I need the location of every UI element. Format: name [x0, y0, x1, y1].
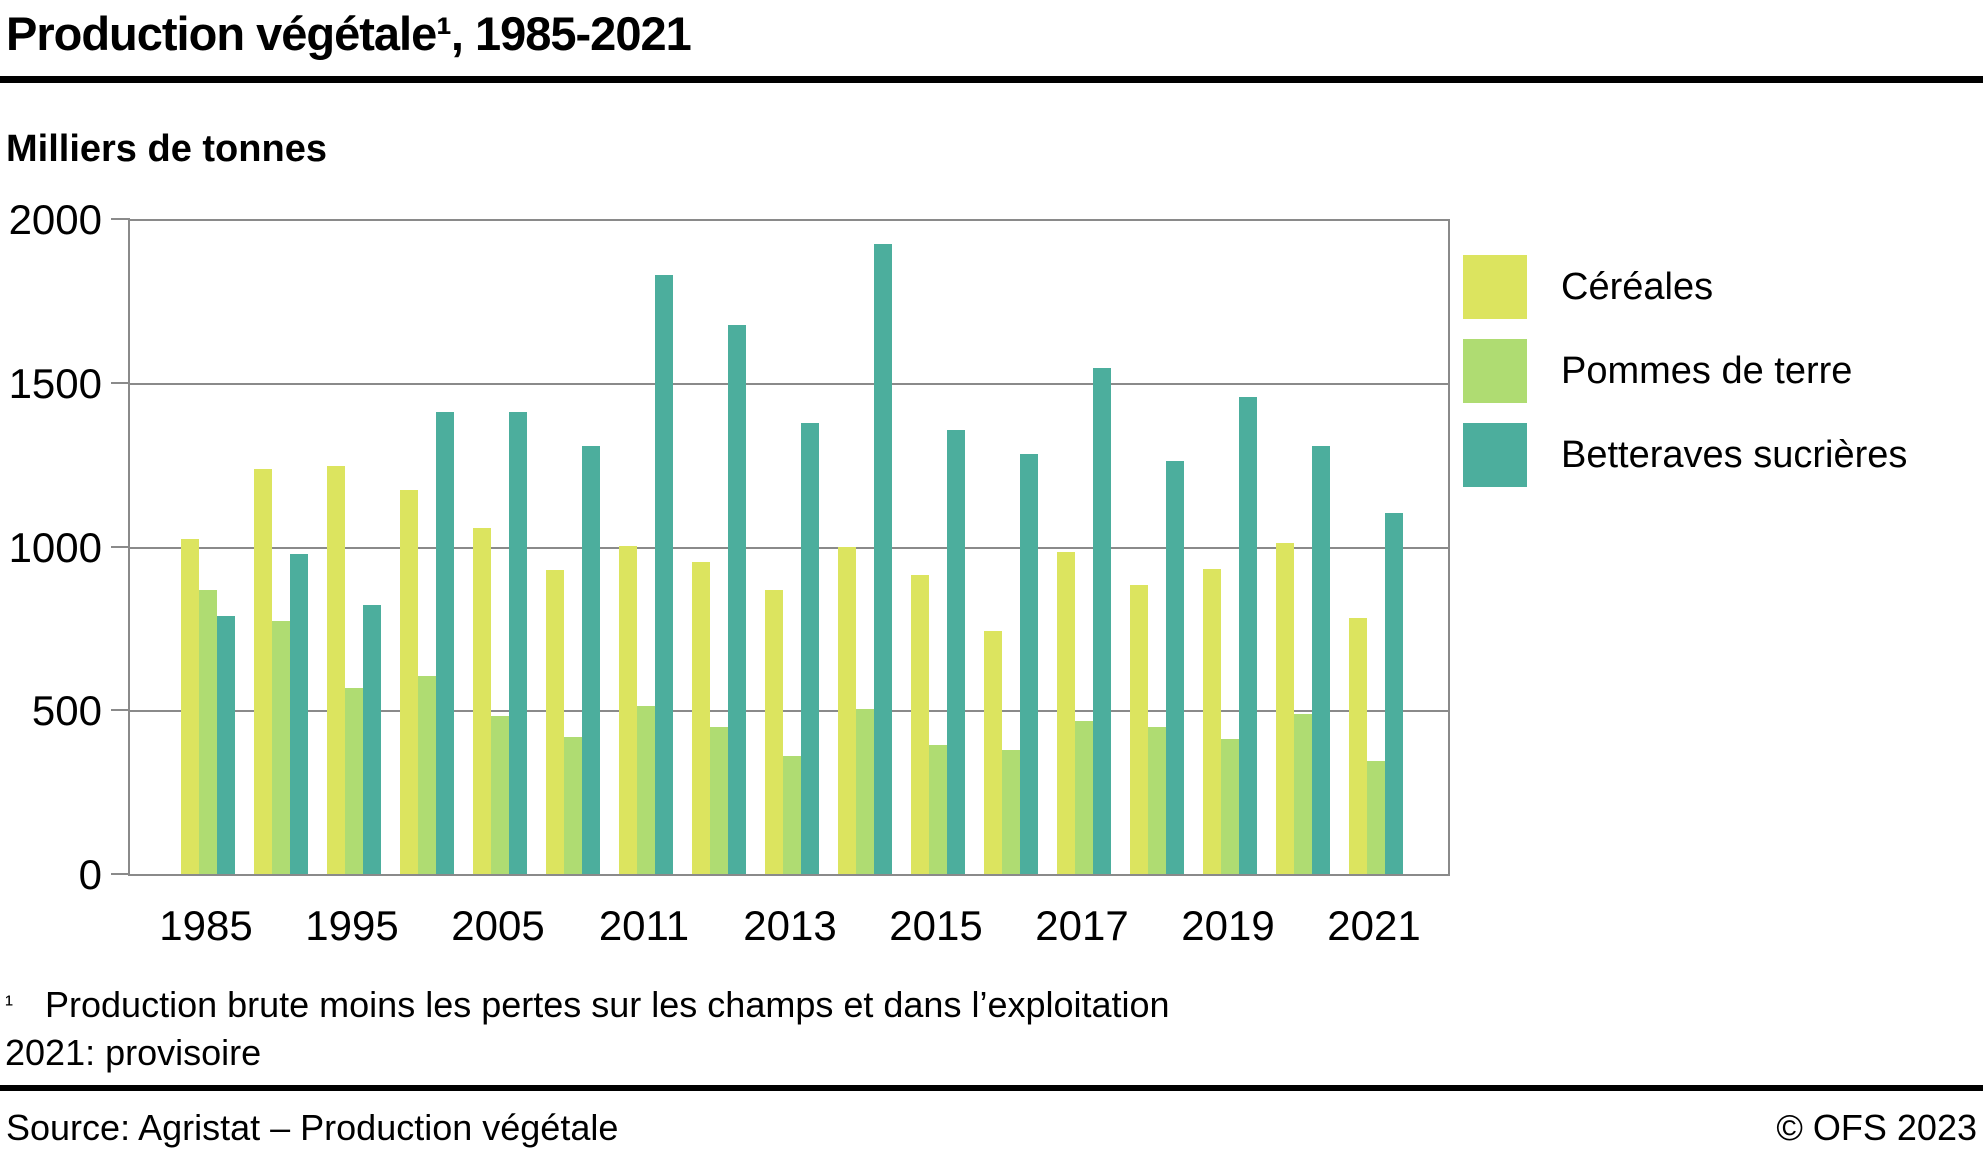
bottom-divider	[0, 1085, 1983, 1091]
bar-2000-betteraves	[436, 412, 454, 874]
page-title: Production végétale¹, 1985-2021	[6, 7, 692, 60]
bar-2005-pommes	[491, 716, 509, 874]
grid-line	[130, 709, 1448, 712]
bar-2010-pommes	[564, 737, 582, 874]
bar-2017-betteraves	[1093, 368, 1111, 874]
bar-2020-pommes	[1294, 714, 1312, 874]
footnote-text: Production brute moins les pertes sur le…	[45, 984, 1170, 1025]
bar-1995-pommes	[345, 688, 363, 874]
bar-2014-pommes	[856, 709, 874, 874]
bar-2019-cereales	[1203, 569, 1221, 874]
bar-2021-pommes	[1367, 761, 1385, 874]
bar-2021-cereales	[1349, 618, 1367, 874]
bar-2019-pommes	[1221, 739, 1239, 874]
legend-swatch	[1463, 255, 1527, 319]
bar-2020-cereales	[1276, 543, 1294, 874]
legend-item: Pommes de terre	[1463, 339, 1907, 403]
bar-2013-cereales	[765, 590, 783, 874]
bar-2016-betteraves	[1020, 454, 1038, 874]
y-tick-label: 0	[78, 851, 102, 898]
unit-label: Milliers de tonnes	[6, 128, 327, 170]
x-tick-label: 2005	[451, 902, 545, 949]
bar-2011-cereales	[619, 546, 637, 874]
bar-2012-cereales	[692, 562, 710, 874]
y-tick-label: 1500	[8, 360, 102, 407]
x-tick-label: 2013	[743, 902, 837, 949]
legend-item: Céréales	[1463, 255, 1907, 319]
plot-area	[128, 219, 1450, 876]
bar-2011-betteraves	[655, 275, 673, 874]
x-tick-label: 2015	[889, 902, 983, 949]
legend-label: Céréales	[1561, 266, 1714, 308]
bar-2011-pommes	[637, 706, 655, 874]
bar-2017-pommes	[1075, 721, 1093, 874]
top-divider	[0, 76, 1983, 83]
footnote-line-1: ¹ Production brute moins les pertes sur l…	[5, 981, 1170, 1029]
bar-2015-betteraves	[947, 430, 965, 874]
legend-swatch	[1463, 423, 1527, 487]
y-tick-mark	[111, 873, 130, 875]
bar-2018-pommes	[1148, 727, 1166, 874]
y-tick-mark	[111, 382, 130, 384]
source-text: Source: Agristat – Production végétale	[6, 1107, 619, 1148]
y-tick-label: 1000	[8, 524, 102, 571]
legend-swatch	[1463, 339, 1527, 403]
bar-2010-betteraves	[582, 446, 600, 874]
bar-2020-betteraves	[1312, 446, 1330, 874]
bar-2019-betteraves	[1239, 397, 1257, 874]
grid-line	[130, 383, 1448, 386]
bar-1995-betteraves	[363, 605, 381, 874]
x-tick-label: 2017	[1035, 902, 1129, 949]
bar-2000-pommes	[418, 676, 436, 874]
bar-2005-cereales	[473, 528, 491, 874]
y-tick-mark	[111, 709, 130, 711]
bar-2005-betteraves	[509, 412, 527, 874]
legend: Céréales Pommes de terre Betteraves sucriè…	[1463, 255, 1907, 487]
copyright-text: © OFS 2023	[1776, 1107, 1977, 1148]
bar-1990-betteraves	[290, 554, 308, 874]
bar-2015-pommes	[929, 745, 947, 874]
y-tick-label: 2000	[8, 196, 102, 243]
footnote: ¹ Production brute moins les pertes sur l…	[5, 981, 1170, 1077]
bar-2016-pommes	[1002, 750, 1020, 874]
bar-2018-betteraves	[1166, 461, 1184, 874]
bar-1985-pommes	[199, 590, 217, 874]
bar-1995-cereales	[327, 466, 345, 874]
legend-label: Betteraves sucrières	[1561, 434, 1908, 476]
x-tick-label: 2011	[598, 902, 690, 949]
bar-2013-betteraves	[801, 423, 819, 874]
footnote-marker: ¹	[5, 991, 13, 1018]
bar-2012-betteraves	[728, 325, 746, 874]
legend-item: Betteraves sucrières	[1463, 423, 1907, 487]
grid-line	[130, 546, 1448, 549]
bar-2016-cereales	[984, 631, 1002, 874]
bar-2018-cereales	[1130, 585, 1148, 874]
source-row: Source: Agristat – Production végétale ©…	[6, 1106, 1977, 1150]
bar-1985-betteraves	[217, 616, 235, 874]
bar-2021-betteraves	[1385, 513, 1403, 874]
bar-1985-cereales	[181, 539, 199, 874]
x-tick-label: 2019	[1181, 902, 1275, 949]
footnote-line-2: 2021: provisoire	[5, 1032, 262, 1073]
bar-1990-cereales	[254, 469, 272, 874]
bar-2017-cereales	[1057, 552, 1075, 874]
bar-2000-cereales	[400, 490, 418, 874]
legend-label: Pommes de terre	[1561, 350, 1853, 392]
y-tick-mark	[111, 546, 130, 548]
bar-2015-cereales	[911, 575, 929, 874]
bar-2010-cereales	[546, 570, 564, 874]
bar-1990-pommes	[272, 621, 290, 874]
x-tick-label: 2021	[1327, 902, 1421, 949]
x-tick-label: 1995	[305, 902, 399, 949]
bar-2012-pommes	[710, 727, 728, 874]
bar-2013-pommes	[783, 756, 801, 874]
bar-2014-cereales	[838, 547, 856, 874]
bar-2014-betteraves	[874, 244, 892, 874]
y-tick-label: 500	[31, 687, 102, 734]
y-tick-mark	[111, 218, 130, 220]
x-tick-label: 1985	[159, 902, 253, 949]
